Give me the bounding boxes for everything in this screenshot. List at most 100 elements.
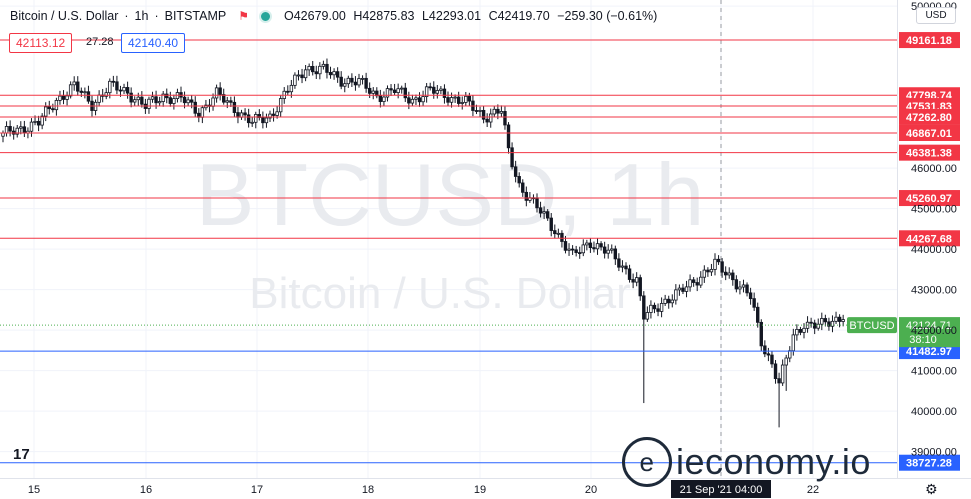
candle-down	[47, 106, 51, 110]
price-tick-label: 40000.00	[911, 406, 957, 418]
symbol-header: Bitcoin / U.S. Dollar · 1h · BITSTAMP ⚑ …	[10, 6, 661, 26]
candle-down	[428, 86, 432, 89]
candle-up	[620, 265, 625, 268]
time-tick-label: 15	[28, 484, 40, 496]
last-price-label: 42124.71	[906, 320, 952, 332]
candle-down	[125, 87, 130, 94]
last-price-tag	[899, 317, 960, 348]
time-tick-label: 16	[140, 484, 152, 496]
candle-down	[638, 277, 642, 297]
price-tick-label: 45000.00	[911, 204, 957, 216]
candle-down	[560, 232, 564, 242]
crosshair-time-tag	[671, 480, 771, 498]
bid-button[interactable]: 42113.12	[9, 33, 73, 53]
candle-up	[68, 84, 73, 97]
symbol-name[interactable]: Bitcoin / U.S. Dollar	[10, 9, 119, 23]
candle-up	[709, 268, 714, 273]
candle-down	[731, 272, 735, 281]
separator-dot: ·	[154, 9, 159, 23]
candle-down	[339, 76, 343, 87]
candle-up	[684, 286, 689, 292]
tradingview-logo[interactable]: 17	[13, 446, 30, 463]
candle-up	[410, 98, 415, 104]
candle-up	[161, 93, 165, 102]
level-price-label: 49161.18	[906, 35, 952, 47]
candle-up	[296, 74, 301, 77]
candle-up	[542, 211, 546, 214]
ieconomy-logo: e ieconomy.io	[622, 432, 871, 492]
candle-up	[4, 126, 9, 134]
candle-up	[713, 258, 717, 270]
candle-up	[40, 115, 44, 126]
candle-up	[492, 108, 496, 115]
candle-up	[33, 120, 37, 123]
candle-up	[453, 96, 457, 99]
gear-icon[interactable]: ⚙	[925, 481, 938, 497]
candle-up	[264, 117, 269, 124]
level-price-label: 47262.80	[906, 112, 952, 124]
candle-down	[574, 249, 578, 253]
watermark-symbol: BTCUSD, 1h	[196, 145, 705, 244]
candle-down	[353, 81, 358, 86]
candle-up	[464, 95, 468, 103]
price-tick-label: 44000.00	[911, 244, 957, 256]
candle-up	[780, 364, 785, 384]
candle-up	[645, 312, 650, 320]
candle-down	[691, 279, 696, 283]
candle-down	[642, 295, 646, 320]
candle-down	[652, 304, 657, 310]
candle-down	[335, 71, 340, 78]
candle-down	[51, 108, 55, 111]
ask-button[interactable]: 42140.40	[121, 33, 186, 53]
candle-down	[456, 96, 461, 104]
flag-icon[interactable]: ⚑	[238, 9, 249, 23]
candle-down	[773, 363, 778, 380]
candle-down	[218, 87, 222, 95]
candle-down	[763, 345, 767, 355]
level-price-label: 45260.97	[906, 193, 952, 205]
candle-up	[414, 97, 418, 100]
candle-down	[535, 197, 539, 209]
candle-up	[841, 319, 845, 322]
candle-up	[788, 350, 792, 359]
candle-up	[802, 327, 806, 333]
candle-up	[293, 74, 297, 86]
candle-up	[499, 111, 504, 114]
candle-up	[595, 243, 600, 250]
candle-up	[816, 323, 820, 329]
candle-down	[8, 126, 12, 132]
interval[interactable]: 1h	[134, 9, 149, 23]
candle-down	[538, 207, 543, 214]
candle-up	[460, 102, 464, 104]
candle-up	[738, 286, 742, 290]
candle-up	[321, 63, 326, 67]
candle-up	[250, 121, 254, 124]
candle-down	[257, 114, 262, 118]
candle-down	[271, 113, 276, 116]
candle-up	[104, 92, 108, 97]
currency-button[interactable]: USD	[916, 7, 956, 24]
candle-down	[706, 269, 710, 273]
candle-up	[157, 101, 162, 104]
candle-down	[378, 95, 383, 102]
candle-down	[79, 90, 84, 93]
candle-down	[766, 353, 771, 356]
candle-down	[407, 97, 411, 104]
candle-down	[681, 287, 685, 292]
candle-down	[168, 97, 173, 104]
candle-down	[563, 241, 568, 251]
candle-down	[745, 284, 749, 294]
candle-up	[360, 77, 365, 80]
candle-down	[61, 95, 66, 100]
level-price-label: 46381.38	[906, 148, 952, 160]
candle-down	[193, 101, 197, 114]
time-tick-label: 17	[251, 484, 263, 496]
candle-down	[631, 279, 635, 283]
candle-up	[400, 87, 404, 90]
candle-up	[784, 357, 788, 366]
candle-up	[58, 95, 62, 101]
level-price-tag	[899, 230, 960, 247]
candle-up	[278, 98, 283, 113]
candle-up	[147, 98, 151, 109]
